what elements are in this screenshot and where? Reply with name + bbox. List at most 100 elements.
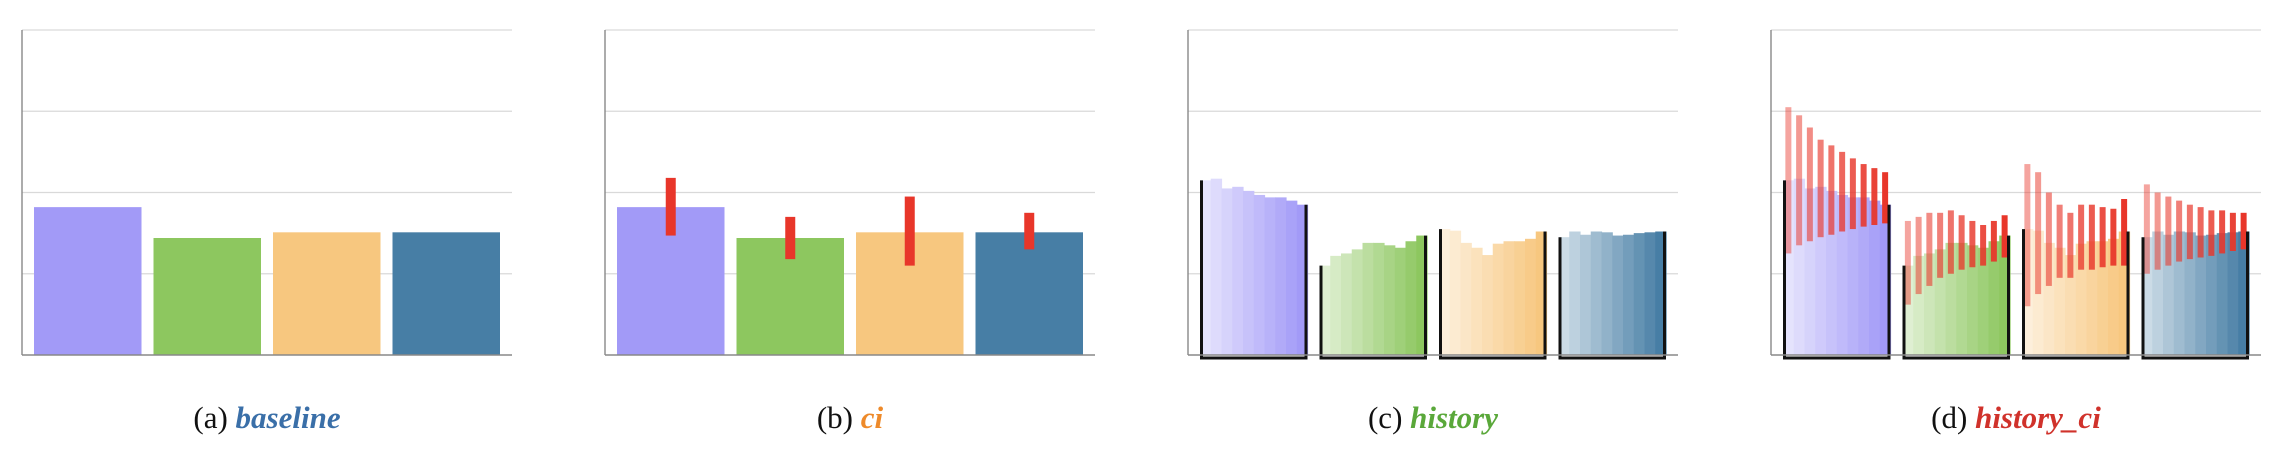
bar [1275, 197, 1287, 355]
bar [1394, 247, 1407, 355]
bar-group-2 [153, 238, 261, 355]
bar [392, 232, 500, 355]
bar [2227, 232, 2239, 355]
error-bar [2067, 212, 2074, 278]
bar-group-2 [1319, 235, 1428, 360]
bar [1525, 238, 1537, 355]
bar-group-4 [2141, 184, 2250, 360]
bar [1460, 242, 1472, 355]
error-bar [2035, 172, 2042, 295]
group-frame [1558, 231, 1666, 360]
error-bar [1947, 210, 1954, 274]
bar [975, 232, 1083, 355]
bar [2086, 241, 2098, 355]
bar [1612, 235, 1624, 355]
bar [1956, 242, 1968, 355]
group-frame [1439, 229, 1547, 360]
panel-caption: (a) baseline [193, 400, 340, 435]
error-bar [1937, 212, 1944, 278]
bar [1200, 180, 1212, 355]
bar [1492, 243, 1505, 355]
error-bar [785, 216, 796, 260]
bar [153, 238, 261, 355]
error-bar [1990, 220, 1997, 262]
panel-caption: (d) history_ci [1931, 400, 2101, 435]
error-bar [2056, 204, 2063, 278]
bar [1977, 247, 1990, 355]
bar [1221, 188, 1233, 355]
bar [2195, 235, 2207, 355]
error-bar [1849, 158, 1856, 230]
error-bar [2045, 192, 2052, 286]
chart-panel-4: (d) history_ci [1770, 29, 2261, 435]
error-bar [1871, 168, 1878, 225]
bar [1384, 245, 1396, 355]
caption-label: (b) [817, 400, 861, 435]
chart-panel-3: (c) history [1187, 29, 1678, 435]
bar [1253, 194, 1266, 355]
bar [1416, 235, 1428, 355]
bar [1999, 235, 2011, 355]
bar [1967, 245, 1979, 355]
panel-caption: (c) history [1368, 400, 1498, 435]
bar [1601, 232, 1613, 355]
bar [1580, 234, 1592, 355]
bar-group-3 [273, 232, 381, 355]
bar [1783, 180, 1795, 355]
bar [2054, 247, 2066, 355]
bar [1351, 249, 1364, 355]
caption-method-name: history_ci [1975, 400, 2101, 435]
error-bar [2154, 192, 2161, 270]
bar-group-1 [34, 207, 142, 355]
group-frame [1902, 235, 2010, 360]
bar [1405, 241, 1417, 355]
caption-label: (d) [1931, 400, 1975, 435]
bar-group-2 [1902, 210, 2011, 360]
error-bar [1904, 220, 1911, 305]
bar [2173, 231, 2186, 355]
error-bar [1980, 225, 1987, 266]
bar [1836, 194, 1849, 355]
error-bar [2219, 210, 2226, 254]
bar [1330, 255, 1342, 355]
error-bar [2099, 207, 2106, 268]
bar [1319, 265, 1331, 355]
error-bar [1806, 127, 1813, 242]
bar [1503, 241, 1515, 355]
bar [1449, 230, 1462, 355]
bar [1590, 231, 1603, 355]
bar [1633, 233, 1646, 355]
bar [1858, 197, 1870, 355]
error-bar [1926, 212, 1933, 286]
bar [1902, 265, 1914, 355]
bar [2043, 242, 2055, 355]
error-bar [1969, 220, 1976, 268]
bar [1558, 237, 1570, 355]
bar [34, 207, 142, 355]
error-bar [2165, 196, 2172, 266]
group-frame [1200, 180, 1308, 360]
bar [2206, 234, 2218, 355]
error-bar [1915, 216, 1922, 295]
error-bar [1796, 115, 1803, 246]
error-bar [2229, 212, 2236, 251]
error-bar [2088, 204, 2095, 270]
bar [1644, 232, 1656, 355]
caption-method-name: baseline [236, 400, 341, 435]
error-bar [2078, 204, 2085, 270]
bar [1514, 241, 1526, 355]
bar [1869, 200, 1881, 355]
bar [1341, 253, 1353, 355]
bar [1815, 186, 1827, 355]
bar [1793, 178, 1806, 355]
bar [1804, 188, 1816, 355]
bar [2163, 234, 2175, 355]
bar [1945, 242, 1957, 355]
bar [1913, 255, 1925, 355]
error-bar [1882, 172, 1889, 224]
group-frame [1319, 235, 1427, 360]
bar [1879, 204, 1892, 355]
chart-panel-1: (a) baseline [21, 29, 512, 435]
error-bar [2001, 215, 2008, 258]
